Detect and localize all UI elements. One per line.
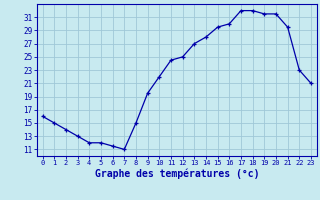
X-axis label: Graphe des températures (°c): Graphe des températures (°c): [94, 169, 259, 179]
